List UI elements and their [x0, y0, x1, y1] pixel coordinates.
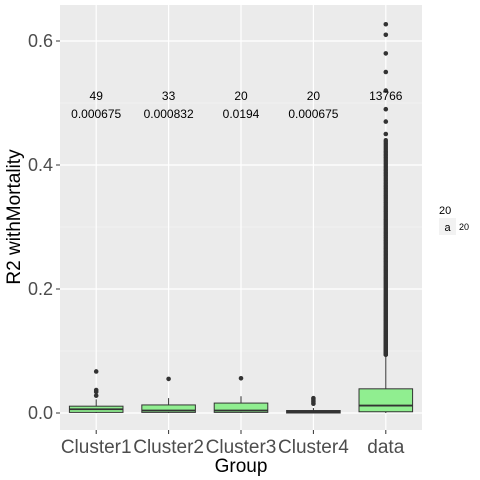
x-axis-title: Group	[215, 456, 268, 477]
x-tick-label: Cluster3	[206, 437, 277, 458]
legend-key	[439, 218, 456, 235]
box-iqr	[141, 404, 196, 413]
legend: 20 a 20	[439, 205, 469, 235]
box-iqr	[213, 402, 269, 413]
boxes-layer	[68, 21, 414, 414]
legend-item-label: 20	[459, 222, 469, 232]
box-iqr	[358, 388, 414, 413]
legend-title: 20	[439, 205, 451, 217]
outlier-point	[93, 369, 99, 374]
annotation-value: 0.0194	[223, 107, 260, 121]
annotation-value: 0.000675	[71, 107, 121, 121]
x-tick-label: Cluster2	[133, 437, 204, 458]
box-data	[358, 21, 414, 413]
box-cluster4	[286, 395, 341, 414]
annotation-count: 33	[162, 89, 176, 103]
y-tick-label: 0.4	[28, 155, 53, 175]
x-axis: Cluster1 Cluster2 Cluster3 Cluster4 data	[61, 430, 405, 458]
outlier-point	[383, 69, 389, 75]
outlier-point	[383, 106, 389, 112]
y-tick-label: 0.6	[28, 31, 53, 51]
outlier-point	[383, 21, 389, 27]
outlier-point	[238, 375, 244, 381]
annotation-value: 0.000832	[144, 107, 194, 121]
legend-key-label: a	[444, 222, 451, 234]
x-tick-label: data	[367, 437, 404, 458]
y-axis-title: R2 withMortality	[4, 149, 25, 285]
box-cluster2	[141, 376, 196, 413]
outlier-point	[311, 395, 316, 401]
x-tick-label: Cluster1	[61, 437, 132, 458]
annotation-value: 0.000675	[288, 107, 338, 121]
annotation-count: 20	[234, 89, 248, 103]
outlier-point	[93, 393, 99, 398]
annotations-layer: 49 0.000675 33 0.000832 20 0.0194 20 0.000675 13…	[71, 89, 403, 121]
outlier-point	[166, 376, 171, 382]
annotation-count: 20	[307, 89, 321, 103]
outlier-point	[383, 32, 389, 38]
grid-lines	[60, 5, 422, 430]
y-tick-label: 0.0	[28, 403, 53, 423]
outlier-point	[383, 119, 389, 124]
x-tick-label: Cluster4	[278, 437, 349, 458]
outlier-point	[383, 51, 389, 56]
y-tick-label: 0.2	[28, 279, 53, 299]
outlier-point	[383, 88, 389, 93]
box-cluster1	[68, 369, 124, 413]
annotation-count: 49	[90, 89, 104, 103]
box-cluster3	[213, 375, 269, 413]
outlier-point	[93, 387, 99, 393]
y-axis: 0.0 0.2 0.4 0.6	[28, 31, 60, 423]
annotation-count: 13766	[369, 89, 403, 103]
outlier-point	[383, 131, 389, 137]
outlier-point	[383, 138, 388, 143]
